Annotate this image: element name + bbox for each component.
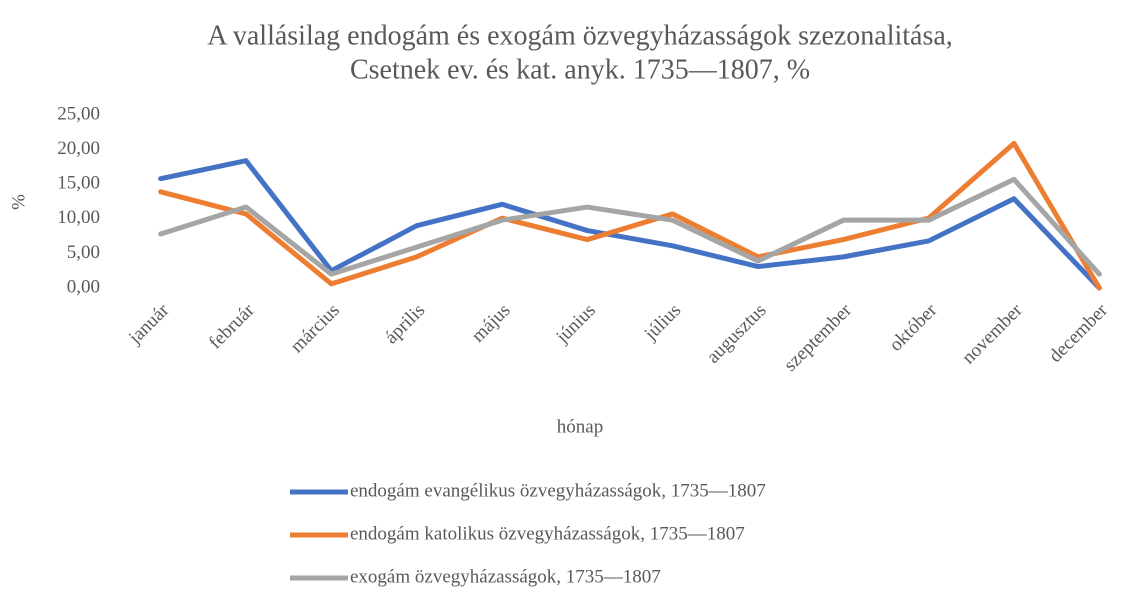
- y-tick-label: 10,00: [57, 207, 100, 228]
- series-line: [158, 140, 1102, 291]
- legend-label: exogám özvegyházasságok, 1735—1807: [350, 566, 661, 587]
- x-tick-label: december: [1045, 299, 1113, 367]
- x-tick-label: szeptember: [780, 299, 856, 375]
- x-axis-label: hónap: [557, 416, 603, 437]
- y-tick-label: 25,00: [57, 103, 100, 124]
- x-tick-label: február: [205, 299, 259, 353]
- x-tick-label: április: [381, 300, 429, 348]
- x-tick-label: július: [640, 300, 685, 345]
- y-tick-label: 0,00: [67, 276, 100, 297]
- chart-title: A vallásilag endogám és exogám özvegyház…: [207, 20, 953, 51]
- series-line: [158, 176, 1102, 277]
- x-tick-label: május: [468, 300, 515, 347]
- x-tick-label: március: [287, 300, 344, 357]
- series-line: [158, 158, 1102, 291]
- chart-title: Csetnek ev. és kat. anyk. 1735—1807, %: [350, 54, 810, 85]
- x-tick-label: augusztus: [703, 300, 771, 368]
- legend-label: endogám katolikus özvegyházasságok, 1735…: [350, 523, 745, 544]
- y-tick-label: 5,00: [67, 242, 100, 263]
- x-tick-label: január: [124, 299, 174, 349]
- y-tick-label: 20,00: [57, 138, 100, 159]
- y-tick-label: 15,00: [57, 173, 100, 194]
- y-axis-label: %: [8, 194, 29, 210]
- x-tick-label: október: [885, 299, 941, 355]
- x-tick-label: november: [958, 299, 1027, 368]
- legend-label: endogám evangélikus özvegyházasságok, 17…: [350, 480, 766, 501]
- x-tick-label: június: [552, 300, 600, 348]
